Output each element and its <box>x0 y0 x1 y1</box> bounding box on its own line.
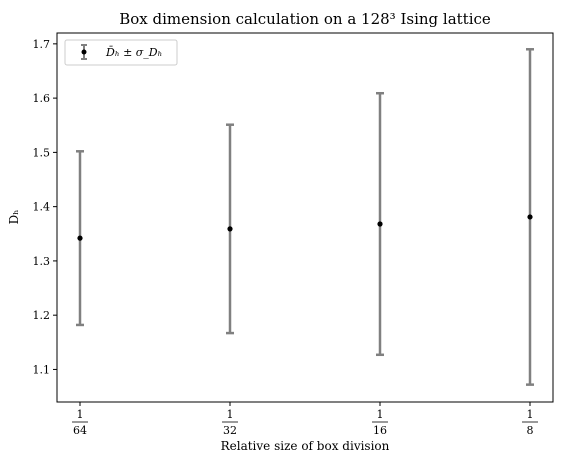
x-tick-denominator: 64 <box>73 424 87 437</box>
x-tick-denominator: 8 <box>527 424 534 437</box>
x-tick-numerator: 1 <box>377 408 384 421</box>
data-point <box>77 235 83 241</box>
y-axis: 1.1 1.2 1.3 1.4 1.5 1.6 1.7 <box>33 38 57 376</box>
x-tick-denominator: 32 <box>223 424 237 437</box>
legend: D̄ₕ ± σ_Dₕ <box>64 39 178 66</box>
data-point <box>227 226 233 232</box>
y-axis-label: Dₕ <box>7 210 21 225</box>
data-point <box>527 214 533 220</box>
y-tick-label: 1.1 <box>33 363 51 376</box>
x-tick-numerator: 1 <box>77 408 84 421</box>
data-point <box>377 221 383 227</box>
legend-label: D̄ₕ ± σ_Dₕ <box>105 46 162 59</box>
x-tick-numerator: 1 <box>227 408 234 421</box>
legend-box <box>64 39 178 66</box>
legend-marker <box>81 49 87 55</box>
x-axis: 1 64 1 32 1 16 1 8 <box>72 402 538 437</box>
y-tick-label: 1.4 <box>33 201 51 214</box>
x-tick-denominator: 16 <box>373 424 387 437</box>
errorbars <box>76 48 534 386</box>
plot-area <box>56 32 554 403</box>
y-tick-label: 1.5 <box>33 146 51 159</box>
y-tick-label: 1.6 <box>33 92 51 105</box>
plot-frame <box>56 32 554 403</box>
y-tick-label: 1.7 <box>33 38 51 51</box>
x-tick-numerator: 1 <box>527 408 534 421</box>
y-tick-label: 1.2 <box>33 309 51 322</box>
y-tick-label: 1.3 <box>33 255 51 268</box>
chart-title: Box dimension calculation on a 128³ Isin… <box>119 10 491 28</box>
x-axis-label: Relative size of box division <box>221 439 390 453</box>
data-points <box>77 214 533 241</box>
